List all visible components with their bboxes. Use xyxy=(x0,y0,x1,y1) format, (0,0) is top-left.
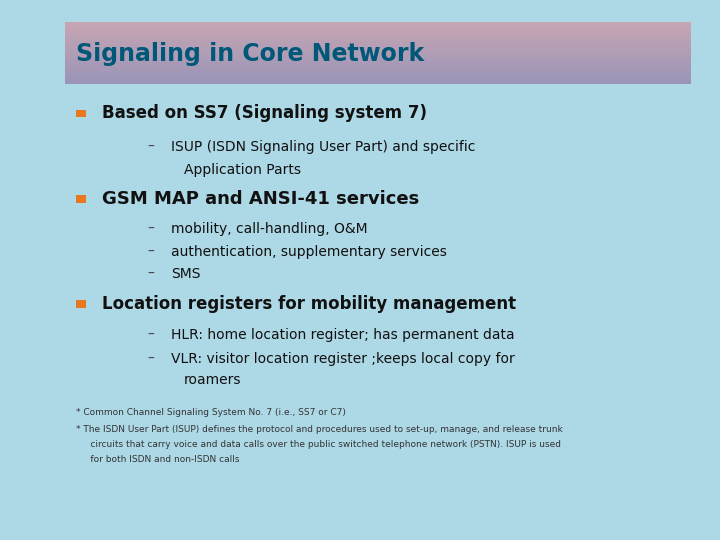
Bar xyxy=(65,68,691,69)
Text: –: – xyxy=(148,222,155,236)
Bar xyxy=(65,43,691,44)
Text: GSM MAP and ANSI-41 services: GSM MAP and ANSI-41 services xyxy=(102,190,419,208)
Bar xyxy=(65,63,691,64)
Bar xyxy=(76,110,86,117)
Text: mobility, call-handling, O&M: mobility, call-handling, O&M xyxy=(171,222,367,236)
Text: –: – xyxy=(148,267,155,281)
Bar xyxy=(65,45,691,46)
Bar xyxy=(65,52,691,53)
Bar xyxy=(65,50,691,51)
Bar xyxy=(65,32,691,33)
Bar xyxy=(65,38,691,39)
Text: roamers: roamers xyxy=(184,373,241,387)
Bar xyxy=(65,41,691,42)
Bar xyxy=(65,34,691,35)
Bar xyxy=(65,61,691,62)
Text: * Common Channel Signaling System No. 7 (i.e., SS7 or C7): * Common Channel Signaling System No. 7 … xyxy=(76,408,346,417)
Text: VLR: visitor location register ;keeps local copy for: VLR: visitor location register ;keeps lo… xyxy=(171,352,514,366)
Bar xyxy=(65,58,691,59)
Bar xyxy=(65,27,691,28)
Bar xyxy=(65,73,691,75)
Bar xyxy=(65,67,691,68)
Text: HLR: home location register; has permanent data: HLR: home location register; has permane… xyxy=(171,328,514,342)
Bar xyxy=(65,79,691,80)
Bar xyxy=(65,60,691,61)
Bar xyxy=(65,30,691,31)
Bar xyxy=(65,40,691,41)
Bar xyxy=(65,33,691,34)
Text: Location registers for mobility management: Location registers for mobility manageme… xyxy=(102,295,516,313)
Bar xyxy=(65,57,691,58)
Text: Based on SS7 (Signaling system 7): Based on SS7 (Signaling system 7) xyxy=(102,104,426,123)
Bar xyxy=(65,48,691,49)
Text: ISUP (ISDN Signaling User Part) and specific: ISUP (ISDN Signaling User Part) and spec… xyxy=(171,140,475,154)
Text: circuits that carry voice and data calls over the public switched telephone netw: circuits that carry voice and data calls… xyxy=(76,440,561,449)
Bar xyxy=(65,80,691,82)
Bar xyxy=(65,64,691,65)
Bar xyxy=(65,39,691,40)
Bar xyxy=(65,59,691,60)
Text: –: – xyxy=(148,352,155,366)
Text: –: – xyxy=(148,328,155,342)
Bar xyxy=(65,55,691,56)
Bar xyxy=(65,22,691,23)
Bar xyxy=(65,51,691,52)
Bar xyxy=(65,49,691,50)
Bar xyxy=(65,35,691,36)
Bar xyxy=(65,71,691,72)
Bar xyxy=(65,75,691,76)
Bar xyxy=(65,62,691,63)
Text: –: – xyxy=(148,245,155,259)
Text: for both ISDN and non-ISDN calls: for both ISDN and non-ISDN calls xyxy=(76,455,239,464)
Text: Application Parts: Application Parts xyxy=(184,163,301,177)
Bar xyxy=(65,31,691,32)
Bar xyxy=(65,77,691,78)
Bar xyxy=(65,44,691,45)
Bar xyxy=(65,83,691,84)
Bar xyxy=(65,78,691,79)
Text: authentication, supplementary services: authentication, supplementary services xyxy=(171,245,446,259)
Bar xyxy=(65,56,691,57)
Text: SMS: SMS xyxy=(171,267,200,281)
Bar xyxy=(65,29,691,30)
Bar xyxy=(65,53,691,55)
Bar xyxy=(65,37,691,38)
Text: –: – xyxy=(148,140,155,154)
Bar xyxy=(65,24,691,25)
Bar xyxy=(65,36,691,37)
Bar xyxy=(65,26,691,27)
Text: * The ISDN User Part (ISUP) defines the protocol and procedures used to set-up, : * The ISDN User Part (ISUP) defines the … xyxy=(76,425,562,434)
Bar xyxy=(65,70,691,71)
Bar xyxy=(65,52,691,53)
Bar xyxy=(65,25,691,26)
Bar xyxy=(65,28,691,29)
Bar xyxy=(65,77,691,78)
Bar xyxy=(65,65,691,66)
Bar xyxy=(65,69,691,70)
Bar xyxy=(65,76,691,77)
Bar xyxy=(76,195,86,203)
Bar xyxy=(65,23,691,24)
Text: Signaling in Core Network: Signaling in Core Network xyxy=(76,42,424,66)
Bar xyxy=(65,72,691,73)
Bar xyxy=(65,82,691,83)
Bar xyxy=(65,42,691,43)
Bar xyxy=(65,66,691,67)
Bar xyxy=(65,46,691,48)
Bar xyxy=(76,300,86,308)
